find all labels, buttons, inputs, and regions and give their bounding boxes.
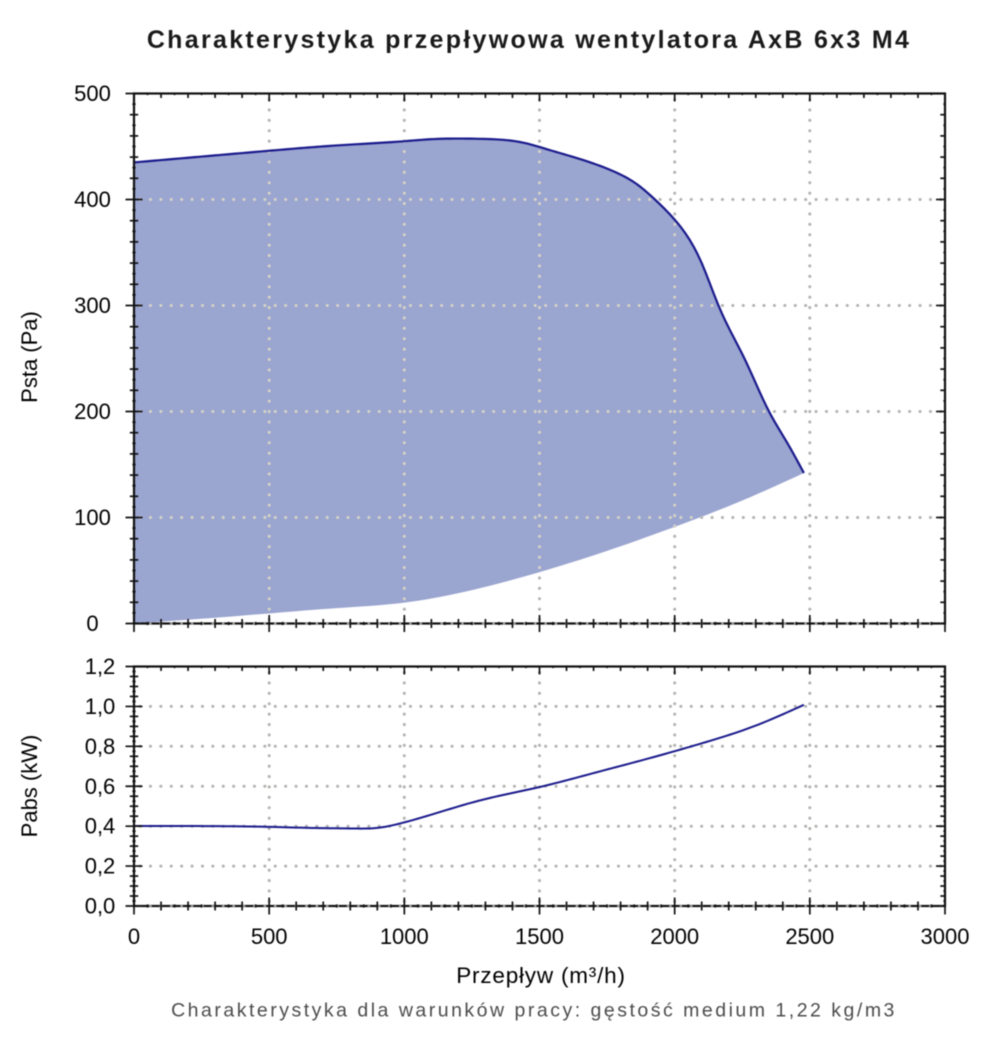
svg-text:3000: 3000: [921, 924, 970, 949]
svg-text:0,4: 0,4: [85, 814, 116, 839]
svg-text:Charakterystyka dla warunków p: Charakterystyka dla warunków pracy: gęst…: [171, 1000, 897, 1022]
svg-text:100: 100: [74, 505, 111, 530]
svg-text:Przepływ (m³/h): Przepływ (m³/h): [456, 963, 626, 988]
svg-text:2000: 2000: [650, 924, 699, 949]
svg-text:0: 0: [128, 924, 140, 949]
svg-text:500: 500: [74, 81, 111, 106]
svg-text:0,6: 0,6: [85, 774, 116, 799]
svg-text:2500: 2500: [785, 924, 834, 949]
svg-text:400: 400: [74, 187, 111, 212]
svg-text:500: 500: [251, 924, 288, 949]
svg-text:0: 0: [86, 611, 98, 636]
svg-text:300: 300: [74, 293, 111, 318]
svg-text:0,8: 0,8: [85, 734, 116, 759]
svg-text:Charakterystyka przepływowa we: Charakterystyka przepływowa wentylatora …: [147, 26, 911, 54]
svg-text:1,2: 1,2: [85, 654, 116, 679]
svg-text:0,2: 0,2: [85, 854, 116, 879]
svg-text:Psta (Pa): Psta (Pa): [17, 311, 42, 403]
svg-text:0,0: 0,0: [85, 894, 116, 919]
svg-text:200: 200: [74, 399, 111, 424]
svg-text:1500: 1500: [515, 924, 564, 949]
svg-text:Pabs (kW): Pabs (kW): [17, 735, 42, 838]
svg-text:1000: 1000: [380, 924, 429, 949]
svg-text:1,0: 1,0: [85, 694, 116, 719]
